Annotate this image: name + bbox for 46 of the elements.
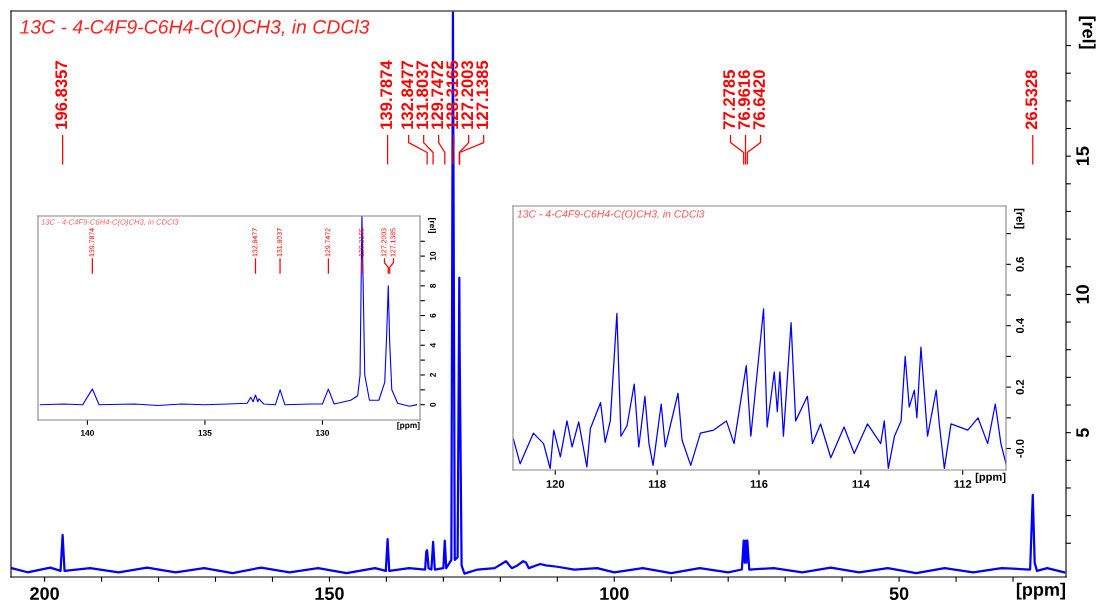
- y-axis-title: [rel]: [1014, 208, 1025, 229]
- y-tick-label: -0.0: [1016, 439, 1024, 458]
- annotation: 139.7874: [380, 60, 393, 129]
- x-tick-label: 120: [546, 480, 565, 488]
- annotation: 76.6420: [753, 70, 765, 130]
- y-tick-label: 10: [1076, 285, 1089, 304]
- annotation: 196.8357: [55, 61, 68, 129]
- x-axis-title: [ppm]: [1016, 582, 1065, 600]
- y-tick-label: 0.6: [1016, 257, 1024, 272]
- x-tick-label: 114: [852, 480, 870, 488]
- x-tick-label: 116: [750, 480, 768, 488]
- annotation: 129.7472: [431, 61, 444, 129]
- y-tick-label: 8: [429, 283, 436, 288]
- x-tick-label: 130: [316, 429, 330, 436]
- y-tick-label: 6: [429, 313, 436, 318]
- y-tick-label: 0.2: [1016, 379, 1024, 395]
- y-tick-label: 5: [1076, 428, 1089, 438]
- x-tick-label: 150: [315, 587, 344, 600]
- annotation: 131.8037: [416, 61, 429, 129]
- y-tick-label: 2: [429, 373, 436, 378]
- annotation: 132.8477: [401, 61, 414, 129]
- y-tick-label: 4: [430, 342, 436, 348]
- annotation: 76.9616: [738, 70, 750, 130]
- x-tick-label: 140: [80, 429, 94, 436]
- x-tick-label: 100: [600, 587, 629, 600]
- x-tick-label: 112: [954, 480, 972, 488]
- x-tick-label: 135: [198, 429, 212, 436]
- x-tick-label: 200: [30, 587, 59, 600]
- line-series: [11, 11, 1066, 575]
- x-tick-label: 50: [889, 587, 909, 600]
- annotation: 77.2785: [723, 70, 735, 130]
- y-axis-title: [rel]: [428, 218, 436, 233]
- x-tick-label: 118: [648, 480, 666, 488]
- chart-title: 13C - 4-C4F9-C6H4-C(O)CH3, in CDCl3: [19, 19, 370, 38]
- annotation: 127.2003: [461, 60, 474, 129]
- x-axis-title: [ppm]: [975, 472, 1006, 483]
- x-axis-title: [ppm]: [397, 422, 420, 430]
- annotation: 26.5328: [1025, 70, 1038, 130]
- y-tick-label: 0: [429, 402, 436, 407]
- annotation: 128.3165: [446, 60, 459, 129]
- annotation: 127.1385: [476, 60, 489, 129]
- y-tick-label: 15: [1076, 146, 1089, 166]
- y-tick-label: 10: [429, 251, 436, 261]
- chart-title: 13C - 4-C4F9-C6H4-C(O)CH3, in CDCl3: [517, 209, 705, 220]
- y-tick-label: 0.4: [1016, 318, 1024, 333]
- y-axis-title: [rel]: [1078, 16, 1096, 49]
